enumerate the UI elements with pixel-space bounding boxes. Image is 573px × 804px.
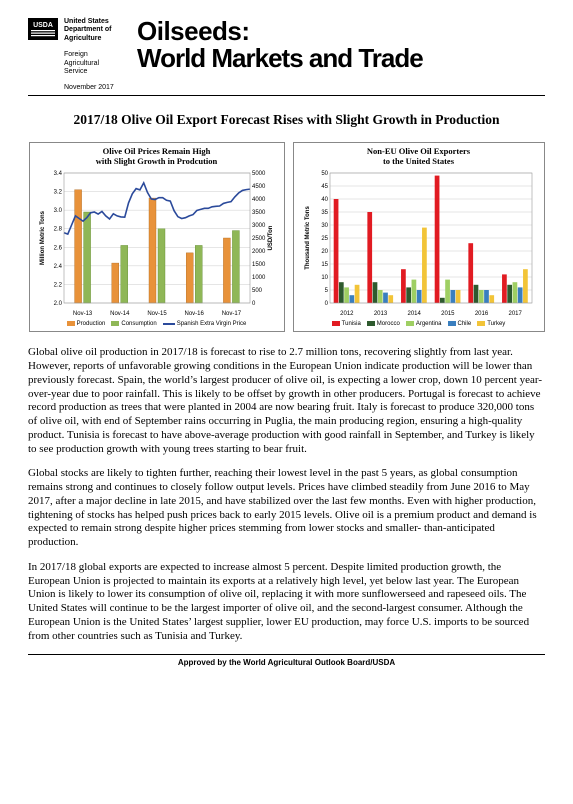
svg-text:25: 25: [321, 236, 328, 242]
svg-text:10: 10: [321, 275, 328, 281]
svg-text:2.8: 2.8: [53, 227, 62, 233]
svg-text:Nov-13: Nov-13: [72, 311, 92, 317]
agency-l1: United States: [64, 18, 109, 25]
chart1-title-l1: Olive Oil Prices Remain High: [103, 146, 211, 156]
fas-l1: Foreign: [64, 51, 88, 58]
legend-item: Morocco: [367, 321, 400, 327]
svg-text:5: 5: [324, 288, 328, 294]
agency-name: United States Department of Agriculture: [64, 18, 119, 43]
svg-text:3.0: 3.0: [53, 208, 62, 214]
svg-text:2.0: 2.0: [53, 301, 62, 307]
svg-text:4500: 4500: [252, 184, 266, 190]
svg-text:500: 500: [252, 288, 263, 294]
header-rule: [28, 95, 545, 96]
svg-text:1500: 1500: [252, 262, 266, 268]
main-title-l2: World Markets and Trade: [137, 45, 545, 72]
svg-text:Thousand Metric Tons: Thousand Metric Tons: [305, 205, 311, 269]
svg-text:20: 20: [321, 249, 328, 255]
title-block: Oilseeds: World Markets and Trade: [129, 18, 545, 73]
svg-text:2.2: 2.2: [53, 282, 62, 288]
agency-l3: Agriculture: [64, 35, 101, 42]
header: USDA United States Department of Agricul…: [28, 18, 545, 91]
svg-text:2.4: 2.4: [53, 264, 62, 270]
body-text: Global olive oil production in 2017/18 i…: [28, 346, 545, 643]
svg-text:2500: 2500: [252, 236, 266, 242]
usda-block: USDA United States Department of Agricul…: [28, 18, 119, 91]
chart-prices: Olive Oil Prices Remain High with Slight…: [29, 142, 285, 332]
legend-item: Tunisia: [332, 321, 361, 327]
svg-text:2.6: 2.6: [53, 245, 62, 251]
svg-text:3.4: 3.4: [53, 171, 62, 177]
chart2-title-l1: Non-EU Olive Oil Exporters: [367, 146, 470, 156]
svg-text:2016: 2016: [474, 311, 488, 317]
svg-text:USDA: USDA: [33, 22, 53, 29]
charts-row: Olive Oil Prices Remain High with Slight…: [28, 142, 545, 332]
svg-text:30: 30: [321, 223, 328, 229]
svg-text:2014: 2014: [407, 311, 421, 317]
legend-item: Production: [67, 321, 106, 327]
chart1-title: Olive Oil Prices Remain High with Slight…: [36, 147, 278, 167]
para-1: Global olive oil production in 2017/18 i…: [28, 346, 545, 456]
footer: Approved by the World Agricultural Outlo…: [28, 655, 545, 673]
article-subtitle: 2017/18 Olive Oil Export Forecast Rises …: [28, 112, 545, 128]
svg-text:Nov-16: Nov-16: [184, 311, 204, 317]
svg-text:2017: 2017: [508, 311, 522, 317]
fas-l2: Agricultural: [64, 60, 99, 67]
svg-text:50: 50: [321, 171, 328, 177]
sub-agency: Foreign Agricultural Service: [64, 51, 119, 76]
svg-text:Nov-15: Nov-15: [147, 311, 167, 317]
legend-item: Consumption: [111, 321, 156, 327]
chart2-title-l2: to the United States: [383, 156, 454, 166]
header-text-col: United States Department of Agriculture …: [64, 18, 119, 91]
chart2-title: Non-EU Olive Oil Exporters to the United…: [300, 147, 538, 167]
svg-text:0: 0: [324, 301, 328, 307]
page-root: USDA United States Department of Agricul…: [0, 0, 573, 683]
svg-text:3.2: 3.2: [53, 189, 62, 195]
svg-text:2015: 2015: [441, 311, 455, 317]
svg-text:Million Metric Tons: Million Metric Tons: [40, 210, 46, 265]
svg-text:0: 0: [252, 301, 256, 307]
svg-text:1000: 1000: [252, 275, 266, 281]
para-3: In 2017/18 global exports are expected t…: [28, 561, 545, 644]
svg-text:USD/Ton: USD/Ton: [268, 225, 274, 250]
chart2-legend: Tunisia Morocco Argentina Chile Turkey: [300, 321, 538, 327]
svg-text:5000: 5000: [252, 171, 266, 177]
chart1-svg: 2.0 2.2 2.4 2.6 2.8 3.0 3.2 3.4 0 500 1000 1500 2000…: [36, 169, 278, 319]
legend-item: Spanish Extra Virgin Price: [163, 321, 247, 327]
svg-text:2000: 2000: [252, 249, 266, 255]
svg-text:3000: 3000: [252, 223, 266, 229]
usda-logo-icon: USDA: [28, 18, 58, 40]
legend-item: Turkey: [477, 321, 505, 327]
chart2-svg: 0 5 10 15 20 25 30 35 40 45 50 Thousand Metric Tons…: [300, 169, 538, 319]
svg-text:2013: 2013: [373, 311, 387, 317]
svg-text:3500: 3500: [252, 210, 266, 216]
svg-text:35: 35: [321, 210, 328, 216]
issue-date: November 2017: [64, 84, 119, 91]
svg-text:4000: 4000: [252, 197, 266, 203]
agency-l2: Department of: [64, 26, 111, 33]
chart1-title-l2: with Slight Growth in Prodcution: [96, 156, 218, 166]
chart-exporters: Non-EU Olive Oil Exporters to the United…: [293, 142, 545, 332]
svg-text:45: 45: [321, 184, 328, 190]
svg-text:Nov-17: Nov-17: [221, 311, 241, 317]
legend-item: Argentina: [406, 321, 442, 327]
para-2: Global stocks are likely to tighten furt…: [28, 467, 545, 550]
fas-l3: Service: [64, 68, 87, 75]
svg-text:15: 15: [321, 262, 328, 268]
svg-text:40: 40: [321, 197, 328, 203]
svg-text:2012: 2012: [340, 311, 354, 317]
svg-text:Nov-14: Nov-14: [110, 311, 130, 317]
chart1-legend: Production Consumption Spanish Extra Virgi…: [36, 321, 278, 327]
main-title-l1: Oilseeds:: [137, 18, 545, 45]
legend-item: Chile: [448, 321, 472, 327]
